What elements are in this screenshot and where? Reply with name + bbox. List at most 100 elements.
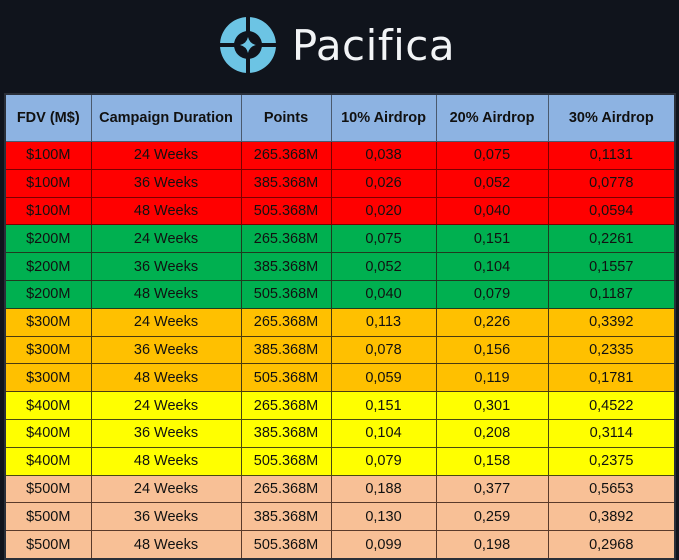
cell-20-airdrop: 0,040 bbox=[435, 196, 549, 226]
cell-20-airdrop: 0,226 bbox=[435, 307, 549, 337]
cell-fdv: $300M bbox=[4, 363, 92, 393]
table-row: $400M 24 Weeks 265.368M 0,151 0,301 0,45… bbox=[4, 391, 676, 420]
airdrop-estimate-table: FDV (M$) Campaign Duration Points 10% Ai… bbox=[4, 93, 676, 560]
cell-fdv: $200M bbox=[4, 252, 92, 281]
cell-fdv: $200M bbox=[4, 224, 92, 254]
cell-duration: 36 Weeks bbox=[90, 502, 242, 532]
header-20-airdrop: 20% Airdrop bbox=[435, 93, 549, 142]
cell-fdv: $100M bbox=[4, 168, 92, 198]
table-row: $400M 36 Weeks 385.368M 0,104 0,208 0,31… bbox=[4, 418, 676, 448]
table-row: $300M 24 Weeks 265.368M 0,113 0,226 0,33… bbox=[4, 307, 676, 337]
cell-30-airdrop: 0,1781 bbox=[547, 363, 676, 393]
header-10-airdrop: 10% Airdrop bbox=[330, 93, 437, 142]
cell-30-airdrop: 0,3392 bbox=[547, 307, 676, 337]
header-points: Points bbox=[240, 93, 332, 142]
table-row: $200M 36 Weeks 385.368M 0,052 0,104 0,15… bbox=[4, 252, 676, 281]
cell-10-airdrop: 0,113 bbox=[330, 307, 437, 337]
table-header-row: FDV (M$) Campaign Duration Points 10% Ai… bbox=[4, 93, 676, 142]
table-row: $300M 36 Weeks 385.368M 0,078 0,156 0,23… bbox=[4, 335, 676, 365]
cell-points: 265.368M bbox=[240, 141, 332, 170]
cell-points: 505.368M bbox=[240, 196, 332, 226]
cell-fdv: $400M bbox=[4, 418, 92, 448]
cell-20-airdrop: 0,208 bbox=[435, 418, 549, 448]
cell-fdv: $400M bbox=[4, 391, 92, 420]
table-row: $500M 48 Weeks 505.368M 0,099 0,198 0,29… bbox=[4, 530, 676, 560]
cell-points: 505.368M bbox=[240, 279, 332, 309]
header-campaign-duration: Campaign Duration bbox=[90, 93, 242, 142]
cell-fdv: $500M bbox=[4, 530, 92, 560]
cell-duration: 36 Weeks bbox=[90, 252, 242, 281]
cell-fdv: $500M bbox=[4, 474, 92, 504]
pacifica-logo-icon bbox=[217, 15, 278, 75]
cell-duration: 24 Weeks bbox=[90, 141, 242, 170]
table-row: $100M 48 Weeks 505.368M 0,020 0,040 0,05… bbox=[4, 196, 676, 226]
cell-30-airdrop: 0,5653 bbox=[547, 474, 676, 504]
cell-duration: 48 Weeks bbox=[90, 196, 242, 226]
cell-points: 505.368M bbox=[240, 446, 332, 476]
cell-duration: 24 Weeks bbox=[90, 307, 242, 337]
table-row: $100M 36 Weeks 385.368M 0,026 0,052 0,07… bbox=[4, 168, 676, 198]
cell-points: 265.368M bbox=[240, 224, 332, 254]
cell-duration: 36 Weeks bbox=[90, 418, 242, 448]
cell-30-airdrop: 0,2261 bbox=[547, 224, 676, 254]
cell-duration: 24 Weeks bbox=[90, 224, 242, 254]
cell-fdv: $300M bbox=[4, 307, 92, 337]
table-row: $400M 48 Weeks 505.368M 0,079 0,158 0,23… bbox=[4, 446, 676, 476]
cell-30-airdrop: 0,4522 bbox=[547, 391, 676, 420]
cell-30-airdrop: 0,1131 bbox=[547, 141, 676, 170]
cell-30-airdrop: 0,1557 bbox=[547, 252, 676, 281]
cell-duration: 24 Weeks bbox=[90, 391, 242, 420]
cell-30-airdrop: 0,2968 bbox=[547, 530, 676, 560]
cell-fdv: $300M bbox=[4, 335, 92, 365]
cell-duration: 48 Weeks bbox=[90, 446, 242, 476]
cell-20-airdrop: 0,198 bbox=[435, 530, 549, 560]
table-row: $200M 48 Weeks 505.368M 0,040 0,079 0,11… bbox=[4, 279, 676, 309]
brand-name: Pacifica bbox=[291, 20, 456, 70]
cell-points: 505.368M bbox=[240, 363, 332, 393]
cell-20-airdrop: 0,158 bbox=[435, 446, 549, 476]
cell-20-airdrop: 0,075 bbox=[435, 141, 549, 170]
cell-30-airdrop: 0,0594 bbox=[547, 196, 676, 226]
table-row: $500M 24 Weeks 265.368M 0,188 0,377 0,56… bbox=[4, 474, 676, 504]
header-fdv: FDV (M$) bbox=[4, 93, 92, 142]
cell-points: 265.368M bbox=[240, 307, 332, 337]
cell-duration: 24 Weeks bbox=[90, 474, 242, 504]
cell-points: 505.368M bbox=[240, 530, 332, 560]
cell-duration: 48 Weeks bbox=[90, 363, 242, 393]
cell-duration: 48 Weeks bbox=[90, 530, 242, 560]
cell-20-airdrop: 0,052 bbox=[435, 168, 549, 198]
cell-10-airdrop: 0,040 bbox=[330, 279, 437, 309]
cell-duration: 36 Weeks bbox=[90, 335, 242, 365]
cell-10-airdrop: 0,104 bbox=[330, 418, 437, 448]
cell-10-airdrop: 0,052 bbox=[330, 252, 437, 281]
cell-30-airdrop: 0,1187 bbox=[547, 279, 676, 309]
cell-10-airdrop: 0,079 bbox=[330, 446, 437, 476]
table-row: $500M 36 Weeks 385.368M 0,130 0,259 0,38… bbox=[4, 502, 676, 532]
cell-duration: 36 Weeks bbox=[90, 168, 242, 198]
table-row: $300M 48 Weeks 505.368M 0,059 0,119 0,17… bbox=[4, 363, 676, 393]
header-30-airdrop: 30% Airdrop bbox=[547, 93, 676, 142]
cell-20-airdrop: 0,079 bbox=[435, 279, 549, 309]
cell-20-airdrop: 0,301 bbox=[435, 391, 549, 420]
cell-30-airdrop: 0,0778 bbox=[547, 168, 676, 198]
cell-30-airdrop: 0,3114 bbox=[547, 418, 676, 448]
cell-points: 385.368M bbox=[240, 418, 332, 448]
cell-10-airdrop: 0,130 bbox=[330, 502, 437, 532]
cell-points: 265.368M bbox=[240, 391, 332, 420]
cell-10-airdrop: 0,188 bbox=[330, 474, 437, 504]
cell-20-airdrop: 0,104 bbox=[435, 252, 549, 281]
cell-20-airdrop: 0,377 bbox=[435, 474, 549, 504]
cell-fdv: $500M bbox=[4, 502, 92, 532]
cell-30-airdrop: 0,3892 bbox=[547, 502, 676, 532]
cell-points: 385.368M bbox=[240, 335, 332, 365]
cell-10-airdrop: 0,099 bbox=[330, 530, 437, 560]
cell-points: 385.368M bbox=[240, 168, 332, 198]
cell-points: 265.368M bbox=[240, 474, 332, 504]
cell-10-airdrop: 0,151 bbox=[330, 391, 437, 420]
cell-10-airdrop: 0,075 bbox=[330, 224, 437, 254]
brand-header: Pacifica bbox=[0, 0, 679, 90]
cell-10-airdrop: 0,059 bbox=[330, 363, 437, 393]
cell-points: 385.368M bbox=[240, 502, 332, 532]
cell-10-airdrop: 0,038 bbox=[330, 141, 437, 170]
cell-points: 385.368M bbox=[240, 252, 332, 281]
